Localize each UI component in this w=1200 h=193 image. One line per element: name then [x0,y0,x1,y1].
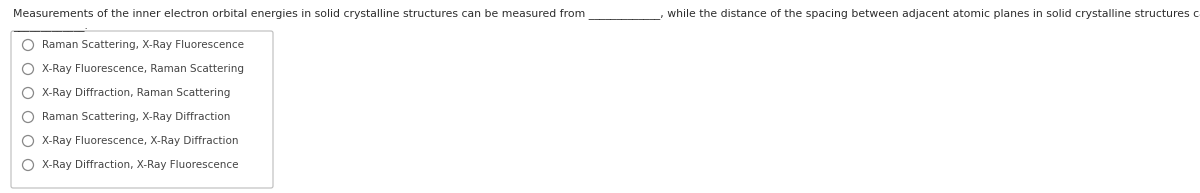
Text: Raman Scattering, X-Ray Diffraction: Raman Scattering, X-Ray Diffraction [42,112,230,122]
Text: Measurements of the inner electron orbital energies in solid crystalline structu: Measurements of the inner electron orbit… [13,8,1200,19]
FancyBboxPatch shape [11,31,274,188]
Text: _____________.: _____________. [13,22,88,32]
Ellipse shape [23,135,34,146]
Text: X-Ray Fluorescence, X-Ray Diffraction: X-Ray Fluorescence, X-Ray Diffraction [42,136,239,146]
Ellipse shape [23,159,34,170]
Text: X-Ray Diffraction, Raman Scattering: X-Ray Diffraction, Raman Scattering [42,88,230,98]
Text: X-Ray Diffraction, X-Ray Fluorescence: X-Ray Diffraction, X-Ray Fluorescence [42,160,239,170]
Text: Raman Scattering, X-Ray Fluorescence: Raman Scattering, X-Ray Fluorescence [42,40,244,50]
Ellipse shape [23,40,34,51]
Text: X-Ray Fluorescence, Raman Scattering: X-Ray Fluorescence, Raman Scattering [42,64,244,74]
Ellipse shape [23,112,34,123]
Ellipse shape [23,63,34,74]
Ellipse shape [23,87,34,98]
